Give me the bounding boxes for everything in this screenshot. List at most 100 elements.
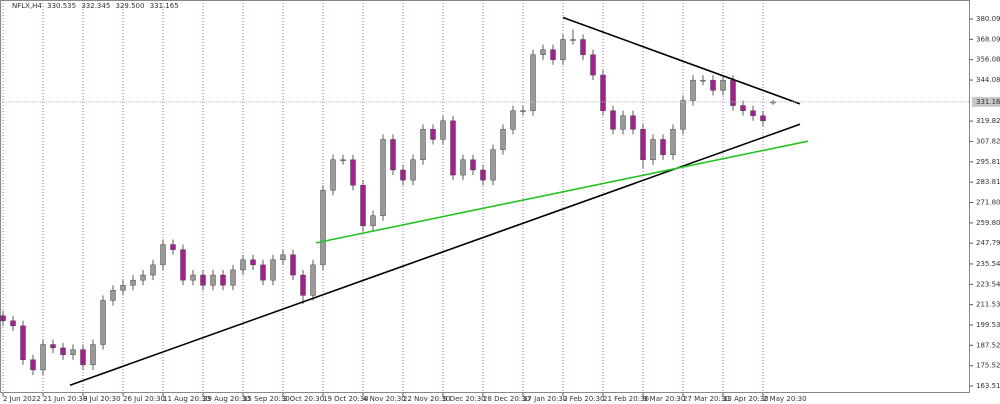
- candle-body: [120, 285, 126, 291]
- candle-body: [10, 320, 16, 327]
- candle-body: [270, 259, 276, 281]
- candle-body: [320, 190, 326, 266]
- candle-body: [440, 120, 446, 140]
- candle-body: [610, 110, 616, 130]
- y-tick-label: 259.800: [976, 219, 1000, 227]
- y-tick-label: 283.810: [976, 178, 1000, 186]
- candle-body: [80, 349, 86, 366]
- candle-body: [280, 254, 286, 260]
- y-tick-label: 307.820: [976, 137, 1000, 145]
- candle-body: [220, 274, 226, 286]
- y-tick-label: 319.825: [976, 117, 1000, 125]
- candle-body: [420, 129, 426, 161]
- candle-body: [740, 105, 746, 111]
- candle-body: [550, 49, 556, 61]
- candle-body: [640, 129, 646, 161]
- candle-body: [450, 120, 456, 176]
- candle-body: [690, 79, 696, 101]
- y-tick-label: 344.080: [976, 76, 1000, 84]
- candle-body: [190, 274, 196, 281]
- current-price-label: 331.165: [976, 98, 1000, 106]
- candle-body: [350, 159, 356, 186]
- x-tick-label: 29 Aug 20:30: [203, 395, 250, 403]
- y-tick-label: 271.805: [976, 199, 1000, 207]
- candle-body: [500, 129, 506, 150]
- candle-body: [310, 264, 316, 296]
- trend-line: [315, 140, 809, 244]
- candle-body: [140, 274, 146, 281]
- y-tick-label: 235.545: [976, 260, 1000, 268]
- candle-body: [700, 79, 706, 82]
- candle-body: [230, 269, 236, 286]
- candle-body: [90, 344, 96, 366]
- candle-body: [580, 39, 586, 55]
- candle-body: [240, 259, 246, 271]
- candle-body: [400, 169, 406, 181]
- plot-frame: [0, 0, 970, 393]
- candle-body: [510, 110, 516, 130]
- x-tick-label: 21 Jun 20:30: [43, 395, 87, 403]
- x-tick-label: 2 May 20:30: [763, 395, 807, 403]
- x-tick-label: 8 Jul 20:30: [83, 395, 121, 403]
- candle-body: [50, 344, 56, 349]
- candle-body: [720, 79, 726, 91]
- candle-body: [130, 279, 136, 286]
- x-tick-label: 21 Feb 20:30: [603, 395, 649, 403]
- candle-body: [390, 139, 396, 171]
- candle-body: [100, 300, 106, 345]
- candle-body: [380, 139, 386, 216]
- y-tick-label: 368.090: [976, 35, 1000, 43]
- candle-body: [750, 110, 756, 116]
- candle-body: [200, 274, 206, 286]
- header-open: 330.535: [47, 2, 76, 10]
- x-tick-label: 4 Nov 20:30: [363, 395, 406, 403]
- candle-body: [180, 249, 186, 281]
- candle-body: [20, 325, 26, 360]
- trend-line: [562, 16, 801, 105]
- candle-body: [480, 169, 486, 181]
- header-low: 329.500: [116, 2, 145, 10]
- candle-body: [590, 54, 596, 76]
- candle-body: [360, 185, 366, 227]
- candle-body: [30, 359, 36, 371]
- candle-body: [110, 290, 116, 301]
- header: NFLX,H4 330.535 332.345 329.500 331.165: [12, 2, 179, 10]
- candle-body: [160, 244, 166, 266]
- candle-body: [210, 274, 216, 286]
- candle-body: [370, 215, 376, 227]
- candle-body: [70, 349, 76, 355]
- candle-body: [710, 79, 716, 91]
- x-tick-label: 9 Dec 20:30: [443, 395, 486, 403]
- x-tick-label: 2 Jun 2022: [3, 395, 41, 403]
- header-close: 331.165: [150, 2, 179, 10]
- candle-body: [530, 54, 536, 111]
- candle-body: [260, 264, 266, 281]
- candle-body: [490, 149, 496, 181]
- candle-body: [540, 49, 546, 55]
- y-tick-label: 199.530: [976, 321, 1000, 329]
- candle-body: [460, 159, 466, 176]
- candle-body: [660, 139, 666, 155]
- y-tick-label: 247.795: [976, 239, 1000, 247]
- candle-body: [760, 115, 766, 122]
- candle-body: [150, 264, 156, 276]
- x-tick-label: 28 Dec 20:30: [483, 395, 530, 403]
- candle-body: [520, 110, 526, 112]
- x-tick-label: 2 Feb 20:30: [563, 395, 604, 403]
- candle-body: [430, 129, 436, 140]
- candle-body: [60, 347, 66, 355]
- y-tick-label: 295.810: [976, 158, 1000, 166]
- x-tick-label: 27 Mar 20:30: [683, 395, 730, 403]
- y-tick-label: 211.535: [976, 301, 1000, 309]
- y-tick-label: 175.52: [976, 362, 1000, 370]
- x-tick-label: 26 Jul 20:30: [123, 395, 165, 403]
- y-tick-label: 187.525: [976, 341, 1000, 349]
- current-price-box: [972, 96, 1000, 107]
- candle-body: [670, 129, 676, 155]
- symbol: NFLX,H4: [12, 2, 42, 10]
- x-tick-label: 9 Mar 20:30: [643, 395, 685, 403]
- candle-body: [290, 254, 296, 276]
- candle-body: [650, 139, 656, 161]
